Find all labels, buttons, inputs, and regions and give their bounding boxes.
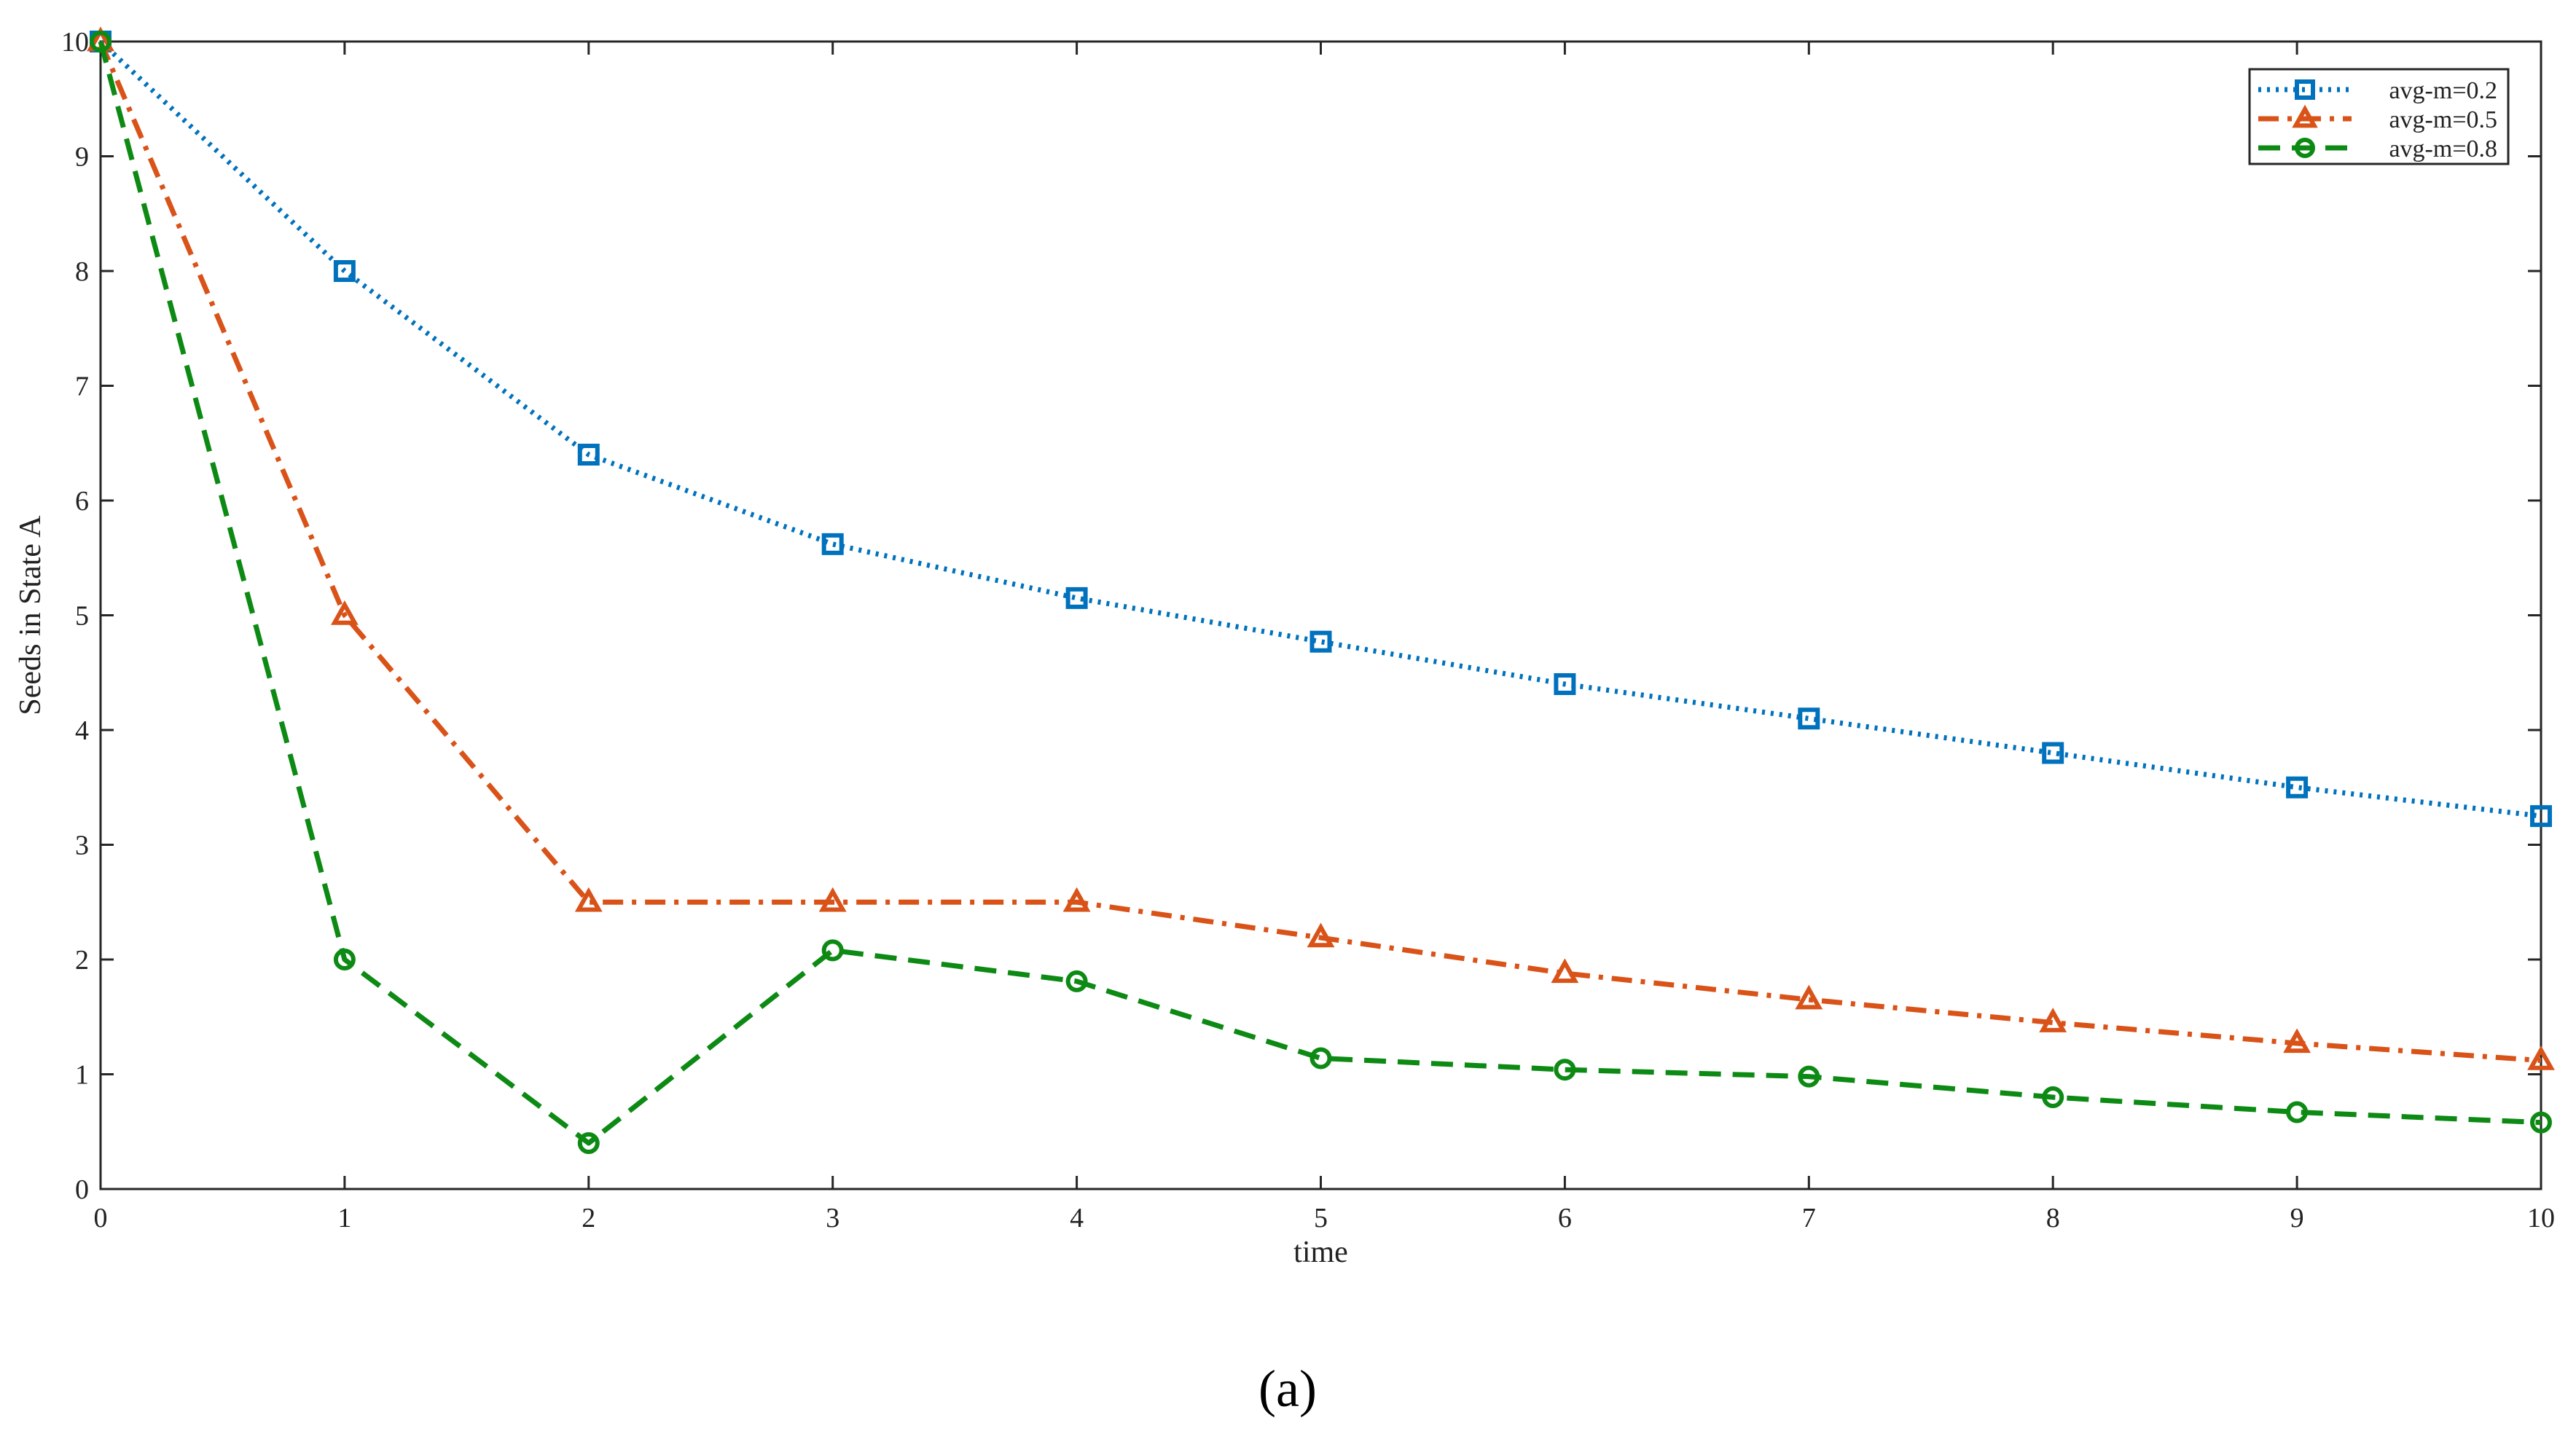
y-tick-label: 9 — [75, 142, 89, 173]
data-point — [1795, 984, 1823, 1010]
data-point — [2042, 1086, 2064, 1108]
y-tick-label: 4 — [75, 715, 89, 746]
series-line — [98, 40, 2542, 1064]
legend-item: avg-m=0.8 — [2258, 136, 2497, 162]
legend-marker — [2295, 138, 2315, 158]
series-line — [98, 41, 2542, 1146]
data-point — [577, 444, 600, 466]
data-point — [1554, 1059, 1576, 1081]
x-tick-label: 6 — [1558, 1203, 1572, 1233]
legend-label: avg-m=0.2 — [2389, 77, 2497, 104]
series-avg-m=0.8 — [90, 31, 2552, 1154]
data-point — [1798, 1065, 1820, 1088]
x-tick-label: 9 — [2290, 1203, 2304, 1233]
data-point — [1554, 673, 1576, 695]
plot-area — [99, 40, 2542, 1190]
y-axis-title: Seeds in State A — [14, 515, 47, 715]
y-tick-label: 3 — [75, 831, 89, 861]
data-point — [330, 600, 359, 625]
data-point — [1551, 958, 1579, 984]
series-avg-m=0.5 — [87, 26, 2555, 1070]
legend-marker — [2295, 79, 2315, 100]
legend-box — [2248, 68, 2510, 165]
x-tick-label: 3 — [826, 1203, 839, 1233]
y-tick-label: 0 — [75, 1174, 89, 1205]
y-tick-label: 1 — [75, 1060, 89, 1091]
y-tick-label: 8 — [75, 256, 89, 287]
x-tick-label: 4 — [1070, 1203, 1084, 1233]
x-tick-label: 2 — [582, 1203, 595, 1233]
y-tick-label: 6 — [75, 486, 89, 517]
x-axis-title: time — [1293, 1236, 1348, 1269]
legend-item: avg-m=0.2 — [2258, 77, 2497, 104]
data-point — [2042, 742, 2064, 764]
y-tick-label: 7 — [75, 372, 89, 402]
data-point — [1065, 586, 1088, 609]
data-point — [90, 31, 111, 52]
data-point — [2283, 1028, 2311, 1054]
figure-caption: (a) — [1258, 1360, 1317, 1418]
data-point — [333, 949, 356, 970]
legend-marker — [2292, 104, 2318, 128]
data-point — [2039, 1008, 2067, 1032]
data-point — [821, 939, 844, 962]
x-tick-label: 10 — [2527, 1203, 2555, 1233]
data-point — [2286, 776, 2309, 799]
data-point — [1065, 970, 1088, 992]
data-point — [2286, 1101, 2309, 1123]
y-tick-label: 5 — [75, 601, 89, 632]
data-point — [2527, 1045, 2555, 1070]
data-point — [574, 887, 603, 912]
data-point — [1309, 1047, 1332, 1070]
data-point — [818, 887, 847, 912]
axis-ticks: 0 1 2 3 4 5 6 7 8 9 10 0 1 2 3 4 5 6 7 8 9 10 — [61, 27, 2555, 1233]
data-point — [821, 533, 844, 555]
data-point — [1798, 707, 1820, 730]
data-point — [2530, 1111, 2552, 1134]
data-point — [1062, 887, 1091, 912]
data-point — [2530, 805, 2552, 828]
series-layer — [87, 26, 2555, 1154]
x-tick-label: 0 — [94, 1203, 108, 1233]
x-tick-label: 1 — [337, 1203, 351, 1233]
y-tick-label: 10 — [61, 27, 89, 58]
legend-item: avg-m=0.5 — [2258, 104, 2497, 133]
x-tick-label: 8 — [2046, 1203, 2060, 1233]
data-point — [577, 1132, 600, 1154]
x-tick-label: 7 — [1802, 1203, 1816, 1233]
data-point — [1307, 922, 1335, 948]
data-point — [333, 260, 356, 282]
plot-border — [99, 40, 2542, 1190]
x-tick-label: 5 — [1314, 1203, 1328, 1233]
data-point — [1309, 630, 1332, 653]
y-tick-label: 2 — [75, 945, 89, 976]
legend-label: avg-m=0.8 — [2389, 136, 2497, 162]
legend-label: avg-m=0.5 — [2389, 106, 2497, 133]
